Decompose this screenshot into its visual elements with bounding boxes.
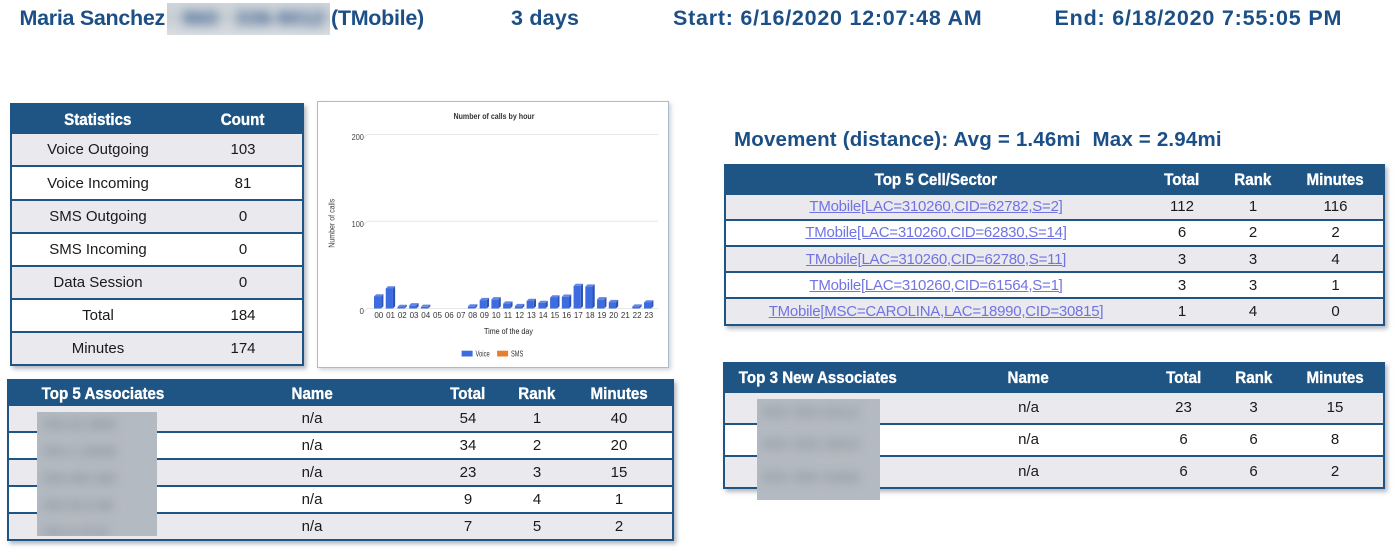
- svg-text:17: 17: [574, 311, 583, 320]
- svg-text:16: 16: [562, 311, 571, 320]
- svg-text:02: 02: [398, 311, 407, 320]
- svg-text:10: 10: [492, 311, 501, 320]
- svg-text:19: 19: [597, 311, 606, 320]
- svg-text:11: 11: [504, 311, 513, 320]
- svg-text:Number of calls: Number of calls: [328, 199, 337, 248]
- svg-text:21: 21: [621, 311, 630, 320]
- svg-text:23: 23: [644, 311, 653, 320]
- svg-text:18: 18: [586, 311, 595, 320]
- svg-text:01: 01: [386, 311, 395, 320]
- svg-text:04: 04: [421, 311, 430, 320]
- svg-text:08: 08: [468, 311, 477, 320]
- svg-text:13: 13: [527, 311, 536, 320]
- svg-text:12: 12: [515, 311, 524, 320]
- svg-text:200: 200: [352, 133, 365, 142]
- svg-text:22: 22: [633, 311, 642, 320]
- svg-text:05: 05: [433, 311, 442, 320]
- svg-text:Time of the day: Time of the day: [484, 326, 534, 336]
- svg-text:03: 03: [410, 311, 419, 320]
- svg-text:15: 15: [550, 311, 559, 320]
- svg-text:Voice: Voice: [476, 350, 491, 359]
- svg-text:100: 100: [352, 220, 365, 229]
- svg-text:Number of calls by hour: Number of calls by hour: [454, 111, 536, 121]
- svg-text:14: 14: [539, 311, 548, 320]
- svg-text:00: 00: [374, 311, 383, 320]
- svg-text:09: 09: [480, 311, 489, 320]
- svg-text:20: 20: [609, 311, 618, 320]
- svg-text:07: 07: [457, 311, 466, 320]
- svg-text:0: 0: [359, 307, 364, 316]
- svg-text:SMS: SMS: [511, 350, 523, 359]
- svg-text:06: 06: [445, 311, 454, 320]
